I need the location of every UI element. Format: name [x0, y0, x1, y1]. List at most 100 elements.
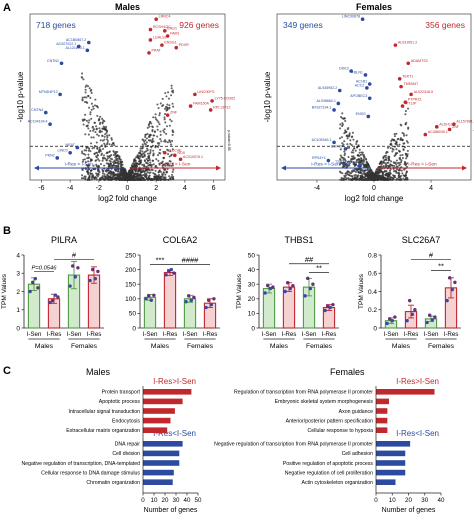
up-gene-label: AL022318.5 [414, 90, 433, 94]
go-title: Males [86, 367, 111, 377]
gene-point [96, 114, 99, 117]
bar [143, 296, 157, 329]
gene-point [382, 155, 385, 158]
gene-point [171, 148, 174, 151]
gene-point [85, 96, 88, 99]
gene-point [397, 178, 400, 181]
bar-chart-pilra: PILRA 0 1 2 3 4 TPM Values I-Sen I-Res I-Sen I-Res… [1, 235, 104, 350]
gene-point [153, 130, 156, 134]
gene-point [146, 152, 150, 155]
down-gene-label: AL935952.2 [318, 86, 337, 90]
gene-point [84, 88, 87, 91]
gene-point [143, 151, 146, 154]
gene-point [163, 169, 166, 172]
up-gene-point [403, 100, 408, 104]
sample-point [450, 287, 454, 292]
sample-point [445, 298, 449, 303]
gene-point [397, 174, 400, 177]
gene-point [86, 164, 89, 167]
gene-point [101, 117, 104, 120]
gene-point [141, 147, 144, 150]
gene-point [126, 178, 129, 181]
y-tick-label: 0.4 [368, 289, 377, 296]
gene-point [158, 123, 161, 126]
group-label: Males [151, 343, 170, 350]
gene-point [89, 96, 92, 99]
gene-point [354, 173, 357, 177]
gene-point [389, 146, 392, 149]
gene-point [161, 164, 164, 167]
gene-point [358, 148, 361, 151]
gene-point [95, 151, 99, 154]
gene-point [368, 171, 371, 174]
gene-point [150, 122, 153, 125]
gene-point [88, 178, 91, 182]
gene-point [105, 159, 108, 162]
panel-label-c: C [3, 365, 11, 377]
gene-point [345, 177, 348, 180]
volcano-title: Males [115, 2, 140, 12]
up-gene-point [162, 150, 167, 155]
gene-title: COL6A2 [163, 235, 198, 245]
gene-point [97, 158, 100, 161]
gene-point [167, 97, 171, 100]
gene-point [106, 157, 109, 160]
gene-point [104, 176, 107, 179]
sample-point [390, 319, 394, 323]
down-gene-label: AL938660.1 [316, 99, 335, 103]
gene-point [107, 175, 111, 178]
down-gene-label: LINC00678 [342, 15, 360, 19]
significance-label: #### [182, 255, 200, 264]
up-gene-label: TEKT1 [402, 74, 413, 78]
sample-point [51, 298, 55, 303]
x-tick-label: 30 [421, 497, 428, 504]
gene-point [152, 149, 155, 152]
gene-point [152, 140, 155, 143]
gene-point [394, 142, 397, 145]
x-tick-label: 40 [184, 497, 191, 504]
gene-point [354, 164, 357, 167]
up-gene-label: ZNF [170, 111, 178, 115]
gene-point [160, 140, 163, 143]
category-label: I-Sen [424, 331, 439, 338]
x-tick-label: 0 [374, 497, 378, 504]
gene-point [81, 96, 84, 99]
sample-point [187, 294, 191, 298]
gene-point [170, 120, 173, 123]
gene-point [105, 178, 108, 181]
gene-point [103, 128, 106, 131]
gene-point [94, 130, 97, 134]
gene-point [97, 150, 100, 153]
gene-point [350, 155, 354, 158]
gene-point [136, 175, 139, 178]
gene-title: SLC26A7 [402, 235, 441, 245]
go-term-label: Apoptotic process [99, 399, 141, 405]
gene-point [95, 178, 98, 181]
up-gene-label: FAM150A [193, 102, 209, 106]
up-gene-label: RCSH4/2C [153, 25, 171, 29]
gene-point [85, 146, 88, 149]
gene-point [369, 173, 372, 176]
gene-point [119, 169, 123, 172]
sample-point [385, 321, 389, 326]
gene-point [345, 172, 348, 175]
gene-point [404, 110, 407, 113]
gene-point [92, 176, 95, 179]
gene-point [98, 122, 101, 126]
gene-point [128, 175, 131, 178]
gene-point [170, 173, 174, 176]
gene-point [147, 175, 150, 178]
gene-point [114, 164, 117, 167]
gene-point [105, 131, 108, 134]
gene-point [143, 159, 146, 163]
gene-point [157, 175, 160, 178]
gene-point [163, 140, 166, 143]
gene-point [104, 133, 107, 136]
gene-point [142, 174, 145, 177]
gene-point [380, 160, 383, 163]
gene-point [110, 143, 113, 146]
go-bar-up [143, 417, 171, 424]
y-tick-label: 150 [125, 282, 136, 289]
gene-point [84, 178, 87, 181]
go-term-label: Cell adhesion [342, 451, 374, 457]
